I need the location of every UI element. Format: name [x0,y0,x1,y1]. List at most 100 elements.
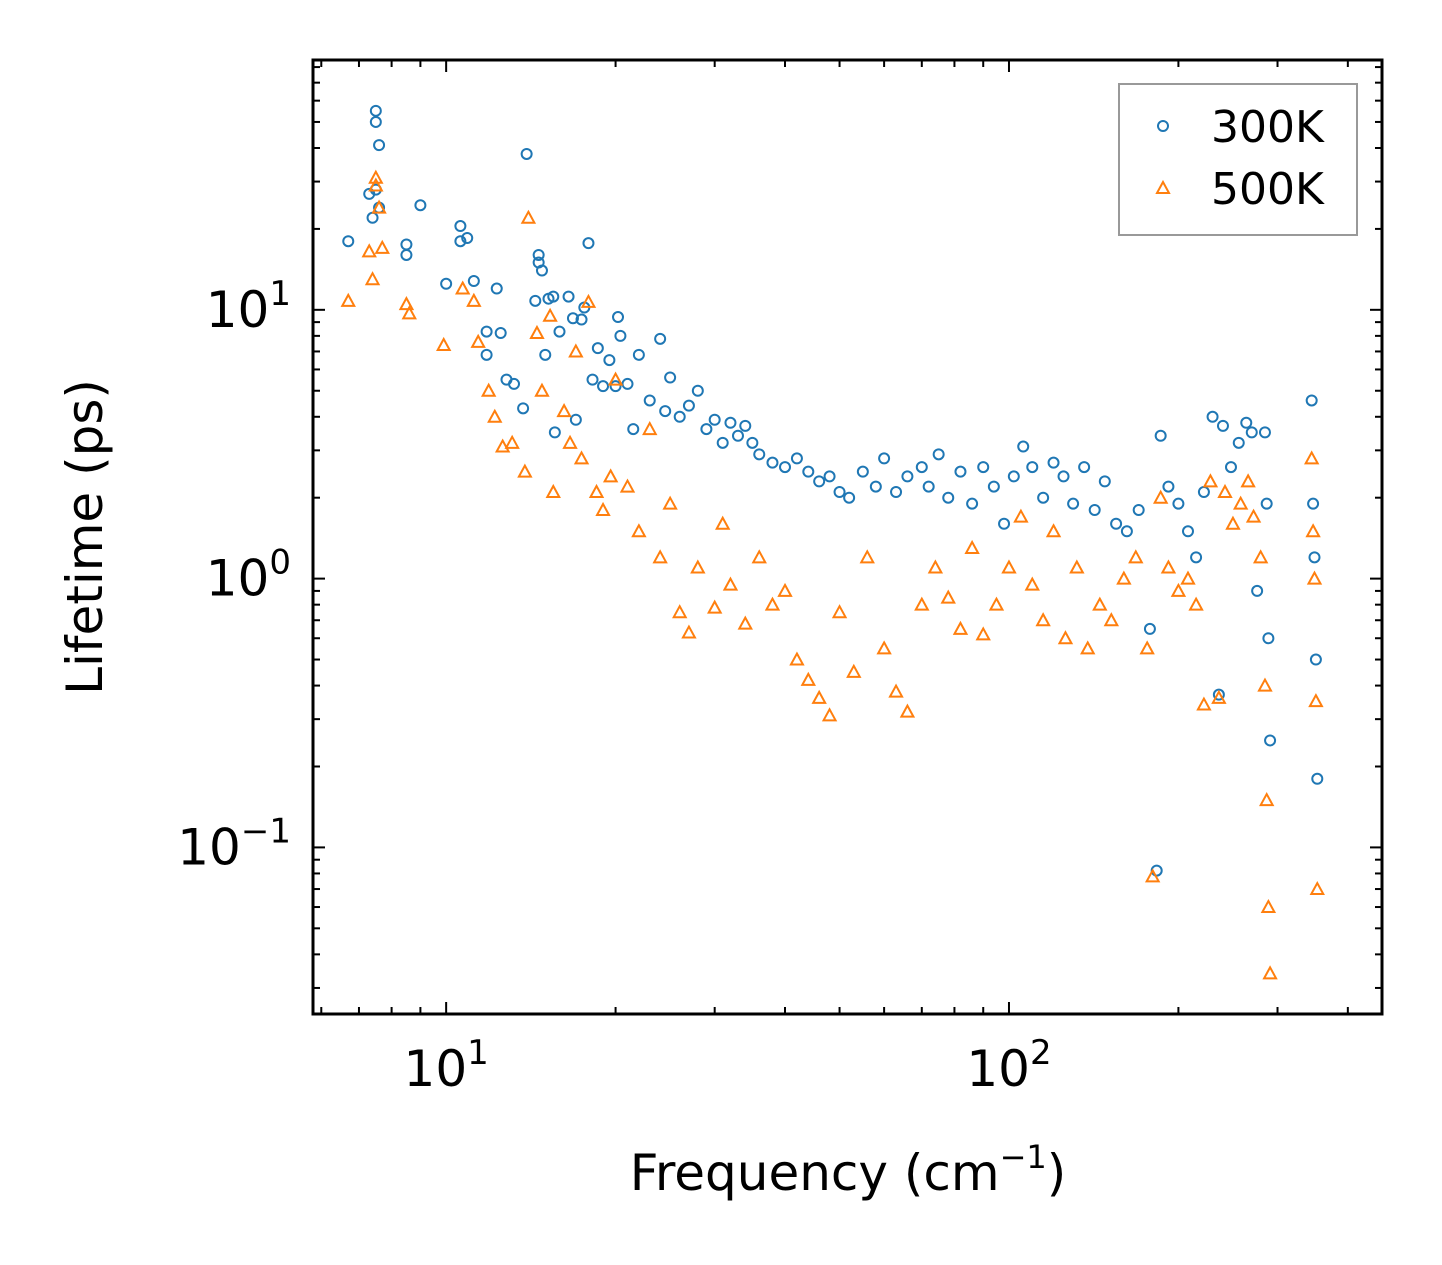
data-point-300k [582,237,595,250]
data-point-300k [548,426,561,439]
data-point-500k [401,305,417,320]
data-point-500k [859,549,875,564]
data-point-500k [715,515,731,530]
data-point-300k [461,232,474,245]
x-tick-label-base: 10 [966,1040,1030,1098]
data-point-300k [977,461,990,474]
x-axis-label-sup: −1 [1000,1138,1047,1176]
y-tick-label-base: 10 [206,281,270,339]
data-point-300k [539,348,552,361]
data-point-500k [1188,596,1204,611]
data-point-300k [823,470,836,483]
data-point-300k [591,342,604,355]
data-point-500k [831,604,848,619]
data-point-300k [802,465,815,478]
data-point-500k [368,177,384,192]
data-point-500k [480,382,497,397]
data-point-500k [1262,965,1278,980]
data-point-500k [494,438,511,453]
data-point-500k [1092,596,1108,611]
data-point-500k [580,293,597,308]
data-point-300k [987,480,1000,493]
data-point-300k [1078,461,1091,474]
data-point-300k [480,348,493,361]
data-point-300k [790,452,803,465]
y-axis-label: Lifetime (ps) [56,379,114,695]
data-point-300k [1047,456,1060,469]
data-point-500k [914,596,930,611]
data-point-300k [915,461,928,474]
x-tick-label: 102 [966,1033,1051,1098]
data-point-500k [573,450,590,465]
data-point-500k [846,663,862,678]
data-point-300k [627,423,640,436]
data-point-300k [529,294,542,307]
data-point-300k [1110,517,1123,530]
data-point-500k [562,434,578,449]
y-tick-label: 10−1 [177,811,291,876]
data-point-500k [1232,495,1249,510]
data-point-300k [659,405,672,418]
data-point-500k [568,343,584,358]
data-point-300k [731,429,744,442]
data-point-300k [654,332,667,345]
data-point-300k [878,452,891,465]
data-point-300k [400,248,413,261]
data-point-500k [821,707,838,722]
data-point-500k [340,292,356,307]
data-point-500k [751,549,767,564]
data-point-500k [1152,489,1169,504]
data-point-500k [466,292,482,307]
data-point-500k [1196,696,1212,711]
data-point-500k [690,559,706,574]
data-point-500k [1160,559,1177,574]
data-point-500k [588,483,605,499]
data-point-300k [942,491,955,504]
data-point-300k [813,475,826,488]
data-point-300k [342,235,355,248]
data-point-300k [575,313,588,326]
data-point-500k [1013,508,1029,523]
data-point-500k [1001,559,1017,574]
data-point-300k [1264,734,1277,747]
data-point-500k [642,420,658,436]
data-point-300k [553,325,566,338]
data-point-500k [529,324,545,339]
data-point-500k [737,615,753,630]
data-point-300k [1007,470,1020,483]
data-point-300k [480,325,493,338]
data-point-300k [1143,622,1156,635]
data-point-300k [609,380,622,393]
data-point-300k [508,377,521,390]
data-point-300k [1017,440,1030,453]
data-point-300k [746,436,759,449]
data-point-500k [1170,582,1187,597]
data-point-300k [869,480,882,493]
data-point-500k [681,624,697,639]
data-point-500k [1211,689,1227,704]
data-point-500k [1116,570,1132,585]
data-point-500k [764,596,781,611]
data-point-500k [364,271,381,286]
data-point-300k [643,394,656,407]
data-point-500k [1144,868,1161,883]
data-point-500k [1309,880,1325,896]
data-point-300k [766,456,779,469]
data-point-500k [899,703,916,718]
data-point-500k [927,559,944,574]
data-point-500k [811,689,827,704]
data-point-500k [1305,523,1321,538]
data-point-500k [964,539,980,554]
y-tick-label-exp: −1 [241,811,291,851]
data-point-300k [966,497,979,510]
data-point-500k [722,576,739,591]
data-point-300k [1181,525,1194,538]
y-tick-label-base: 10 [177,818,241,876]
data-point-300k [1245,426,1258,439]
data-point-500k [888,683,904,698]
data-point-300k [724,416,737,429]
data-point-300k [673,410,686,423]
data-point-300k [1307,497,1320,510]
data-point-500k [470,333,486,348]
